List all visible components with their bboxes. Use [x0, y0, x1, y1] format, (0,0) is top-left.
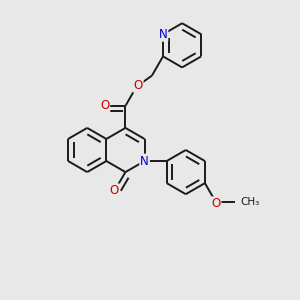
Text: O: O [100, 99, 109, 112]
Text: O: O [110, 184, 119, 197]
Text: N: N [140, 154, 149, 167]
Text: CH₃: CH₃ [240, 197, 260, 207]
Text: O: O [211, 197, 220, 210]
Text: O: O [134, 79, 143, 92]
Text: N: N [159, 28, 167, 41]
